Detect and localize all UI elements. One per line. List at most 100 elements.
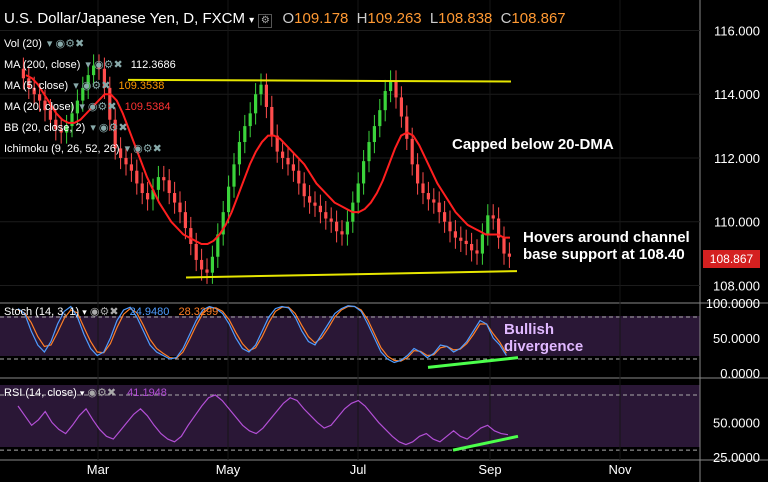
annotation-hovers: Hovers around channel (523, 229, 690, 246)
price-tick-label: 114.000 (714, 87, 760, 102)
candle-body (416, 164, 420, 184)
candle-body (426, 193, 430, 200)
indicator-controls-icon[interactable]: ▾ ◉⚙✖ (79, 101, 117, 113)
time-tick-label: Mar (87, 462, 110, 477)
candle-body (38, 94, 42, 101)
candle-body (286, 157, 290, 165)
candle-body (394, 81, 398, 98)
open-value: 109.178 (294, 10, 349, 27)
candle-body (372, 126, 376, 143)
indicator-controls-icon[interactable]: ▾ ◉⚙✖ (73, 80, 111, 92)
candle-body (92, 65, 96, 76)
candle-body (275, 135, 279, 152)
candle-body (362, 161, 366, 184)
candle-body (421, 183, 425, 194)
stoch-tick-label: 100.0000 (706, 296, 760, 311)
rsi-label[interactable]: RSI (14, close) (4, 387, 77, 399)
close-label: C (500, 10, 512, 27)
indicator-label[interactable]: BB (20, close, 2) (4, 122, 86, 134)
candle-body (189, 228, 193, 245)
indicator-controls-icon[interactable]: ▾ ◉⚙✖ (46, 38, 85, 50)
candle-body (291, 164, 295, 171)
candle-body (470, 244, 474, 251)
indicator-label[interactable]: Ichimoku (9, 26, 52, 26) (4, 143, 120, 155)
candle-body (48, 110, 52, 120)
indicator-label[interactable]: MA (200, close) (4, 59, 81, 71)
indicator-legend: Vol (20) ▾ ◉⚙✖ MA (200, close) ▾ ◉⚙✖ 112.368… (4, 34, 176, 160)
candle-body (318, 205, 322, 213)
stoch-tick-label: 0.0000 (720, 366, 760, 381)
indicator-row[interactable]: MA (5, close) ▾ ◉⚙✖ 109.3538 (4, 76, 176, 97)
annotation-capped: Capped below 20-DMA (452, 136, 614, 153)
candle-body (21, 68, 25, 79)
candle-body (432, 199, 436, 203)
time-tick-label: Nov (608, 462, 632, 477)
price-tick-label: 116.000 (714, 23, 760, 38)
candle-body (221, 212, 225, 235)
candle-body (140, 183, 144, 194)
series-lines (17, 74, 519, 452)
chart-title[interactable]: U.S. Dollar/Japanese Yen, D, FXCM (4, 10, 245, 27)
indicator-controls-icon[interactable]: ▾ ◉⚙✖ (90, 122, 128, 134)
candle-body (448, 221, 452, 232)
candle-body (183, 212, 187, 229)
candle-body (173, 193, 177, 203)
candle-body (486, 215, 490, 235)
candle-body (113, 119, 117, 149)
candle-body (491, 215, 495, 219)
indicator-label[interactable]: MA (20, close) (4, 101, 75, 113)
indicator-row[interactable]: Vol (20) ▾ ◉⚙✖ (4, 34, 176, 55)
candle-body (329, 218, 333, 222)
candles (21, 54, 511, 284)
rsi-dropdown-icon[interactable]: ▾ (79, 388, 85, 398)
annotation-bullish: Bullish (504, 321, 555, 338)
candle-body (135, 170, 139, 184)
indicator-label[interactable]: Vol (20) (4, 38, 42, 50)
candle-body (507, 253, 511, 257)
candle-body (259, 84, 263, 95)
candle-body (59, 129, 63, 133)
candle-body (405, 116, 409, 139)
candle-body (243, 126, 247, 143)
settings-icon[interactable]: ⚙ (258, 14, 273, 28)
title-dropdown-icon[interactable]: ▾ (249, 15, 255, 26)
indicator-controls-icon[interactable]: ▾ ◉⚙✖ (124, 143, 162, 155)
indicator-row[interactable]: BB (20, close, 2) ▾ ◉⚙✖ (4, 118, 176, 139)
close-value: 108.867 (511, 10, 566, 27)
indicator-row[interactable]: MA (20, close) ▾ ◉⚙✖ 109.5384 (4, 97, 176, 118)
candle-body (367, 142, 371, 162)
candle-body (65, 126, 69, 133)
candle-body (264, 84, 268, 107)
indicator-controls-icon[interactable]: ▾ ◉⚙✖ (85, 59, 123, 71)
open-label: O (282, 10, 295, 27)
candle-body (475, 250, 479, 254)
rsi-divergence-line (452, 434, 519, 452)
candle-body (129, 164, 133, 171)
indicator-row[interactable]: Ichimoku (9, 26, 52, 26) ▾ ◉⚙✖ (4, 139, 176, 160)
candle-body (167, 180, 171, 194)
rsi-tick-label: 50.0000 (713, 416, 760, 431)
stoch-label[interactable]: Stoch (14, 3, 1) (4, 306, 80, 318)
indicator-label[interactable]: MA (5, close) (4, 80, 69, 92)
stoch-eye-icon[interactable]: ◉⚙✖ (89, 306, 119, 318)
indicator-value: 112.3686 (130, 59, 176, 71)
candle-body (86, 75, 90, 88)
indicator-row[interactable]: MA (200, close) ▾ ◉⚙✖ 112.3686 (4, 55, 176, 76)
candle-body (302, 183, 306, 197)
candle-body (156, 177, 160, 190)
annotation-divergence: divergence (504, 338, 584, 355)
rsi-tick-label: 25.0000 (713, 450, 760, 465)
candle-body (227, 186, 231, 213)
candle-body (210, 256, 214, 273)
stoch-divergence-line (427, 356, 519, 369)
candle-body (502, 237, 506, 254)
candle-body (97, 65, 101, 69)
candle-body (497, 218, 501, 238)
stoch-d-line (17, 305, 507, 362)
current-price-tag: 108.867 (703, 250, 760, 268)
axis-labels: 116.000 114.000 112.000 110.000 108.000 100.0… (87, 23, 760, 477)
stoch-tick-label: 50.0000 (713, 331, 760, 346)
rsi-eye-icon[interactable]: ◉⚙✖ (87, 387, 117, 399)
stoch-dropdown-icon[interactable]: ▾ (82, 307, 87, 317)
